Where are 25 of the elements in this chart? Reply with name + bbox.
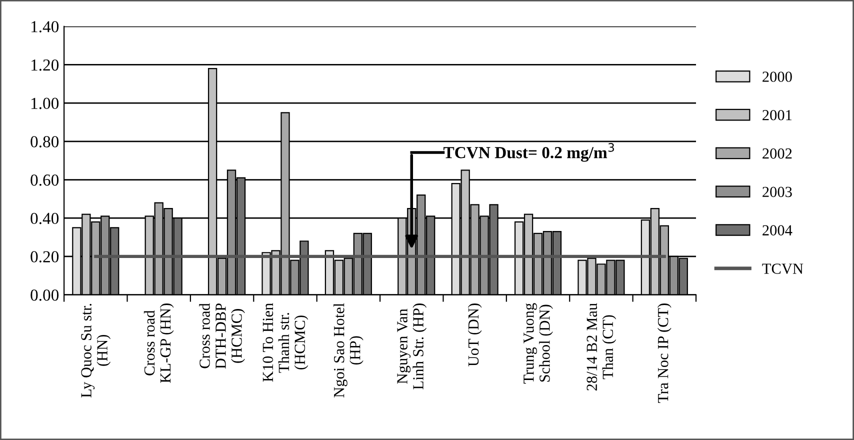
y-tick-label: 0.40 [30, 212, 59, 224]
x-tick-label: 28/14 B2 Mau Than (CT) [586, 303, 616, 390]
y-tick-label: 1.40 [31, 21, 59, 32]
y-tick-label: 0.60 [30, 174, 59, 186]
y-tick-label: 1.00 [31, 98, 59, 110]
x-tick-label: Trung Vuong School (DN) [524, 303, 553, 384]
y-tick-label: 0.20 [30, 251, 59, 262]
x-tick-label: Cross road KL-GP (HN) [144, 304, 174, 383]
x-tick-label: Tra Noc IP (CT) [657, 304, 672, 403]
x-tick-label: Ly Quoc Su str. (HN) [81, 304, 111, 398]
y-tick-label: 0.00 [30, 290, 59, 301]
legend-label: 2003 [762, 186, 792, 198]
legend-label: 2000 [762, 72, 792, 82]
x-tick-label: Ngoi Sao Hotel (HP) [333, 303, 364, 398]
legend-label: 2002 [762, 148, 792, 159]
x-tick-label: Nguyen Van Linh Str. (HP) [397, 304, 427, 390]
legend-label: 2004 [762, 225, 792, 236]
legend-label: 2001 [762, 110, 792, 120]
y-tick-label: 1.20 [31, 59, 59, 71]
y-tick-label: 0.80 [30, 136, 59, 148]
legend-label: TCVN [762, 264, 804, 274]
x-tick-label: K10 To Hien Thanh str. (HCMC) [262, 303, 308, 382]
annotation: TCVN Dust= 0.2 mg/m$^{3}$ [443, 143, 614, 162]
x-tick-label: UoT (DN) [468, 304, 482, 366]
x-tick-label: Cross road DTH-DBP (HCMC) [199, 303, 245, 369]
